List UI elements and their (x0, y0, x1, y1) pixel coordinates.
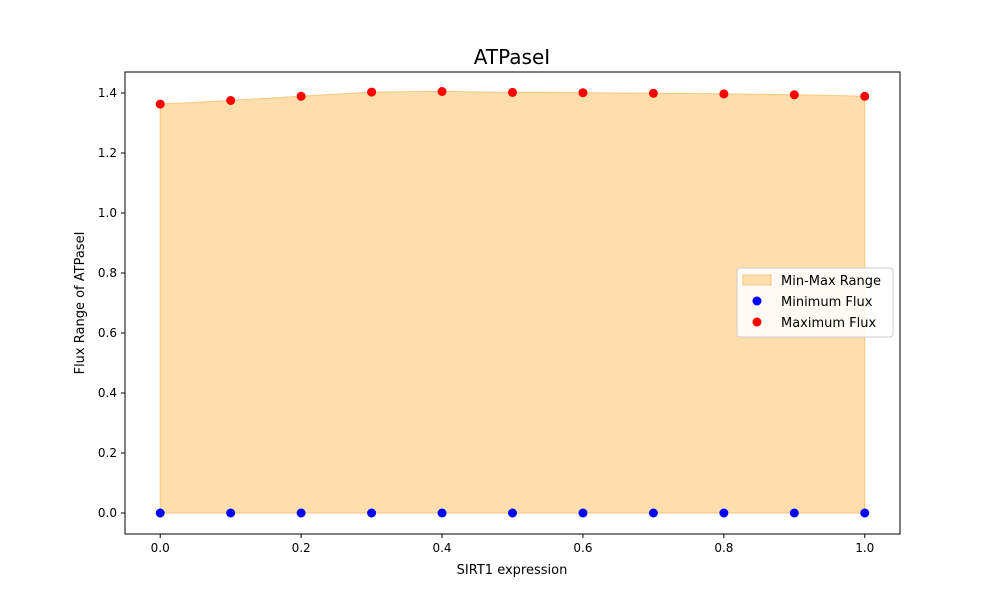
minimum-flux-point (367, 508, 377, 518)
y-tick-label: 0.6 (98, 326, 117, 340)
maximum-flux-point (648, 88, 658, 98)
x-tick-label: 0.2 (292, 541, 311, 555)
minimum-flux-point (508, 508, 517, 518)
plot-area (155, 87, 870, 518)
minimum-flux-point (789, 508, 799, 518)
maximum-flux-legend-label: Maximum Flux (781, 316, 877, 331)
x-tick-label: 0.8 (714, 541, 733, 555)
y-tick-label: 0.0 (98, 506, 117, 520)
minimum-flux-point (860, 508, 870, 518)
x-axis: 0.0 0.2 0.4 0.6 0.8 1.0 (151, 534, 874, 555)
minimum-flux-point (578, 508, 588, 518)
chart-title: ATPaseI (474, 45, 550, 69)
maximum-flux-point (719, 89, 729, 99)
x-tick-label: 0.4 (432, 541, 451, 555)
minimum-flux-legend-marker (752, 296, 762, 306)
minimum-flux-point (296, 508, 306, 518)
y-tick-label: 1.0 (98, 206, 117, 220)
minimum-flux-legend-label: Minimum Flux (781, 295, 873, 310)
minimum-flux-point (437, 508, 447, 518)
legend-box (736, 267, 894, 338)
minimum-flux-point (719, 508, 729, 518)
minimum-flux-point (226, 508, 236, 518)
maximum-flux-point (155, 99, 165, 109)
y-axis: 0.0 0.2 0.4 0.6 0.8 1.0 1.2 1.4 (98, 86, 125, 520)
plot-frame (124, 71, 901, 535)
y-tick-label: 1.2 (98, 146, 117, 160)
y-tick-label: 0.8 (98, 266, 117, 280)
x-tick-label: 1.0 (855, 541, 874, 555)
maximum-flux-point (578, 88, 588, 98)
maximum-flux-legend-marker (752, 317, 762, 327)
maximum-flux-point (296, 91, 306, 101)
y-tick-label: 0.2 (98, 446, 117, 460)
min-max-range-legend-label: Min-Max Range (781, 274, 881, 289)
maximum-flux-point (508, 87, 517, 97)
maximum-flux-point (226, 96, 236, 105)
y-tick-label: 1.4 (98, 86, 117, 100)
x-tick-label: 0.6 (573, 541, 592, 555)
x-axis-label: SIRT1 expression (457, 563, 568, 578)
legend: Min-Max Range Minimum Flux Maximum Flux (736, 267, 894, 338)
maximum-flux-point (437, 87, 447, 96)
minimum-flux-point (155, 508, 165, 518)
maximum-flux-point (860, 91, 870, 101)
maximum-flux-point (367, 87, 377, 97)
minimum-flux-point (648, 508, 658, 518)
maximum-flux-point (789, 90, 799, 100)
min-max-range-legend-swatch (742, 274, 772, 286)
y-axis-label: Flux Range of ATPaseI (73, 232, 88, 375)
x-tick-label: 0.0 (151, 541, 170, 555)
y-tick-label: 0.4 (98, 386, 117, 400)
